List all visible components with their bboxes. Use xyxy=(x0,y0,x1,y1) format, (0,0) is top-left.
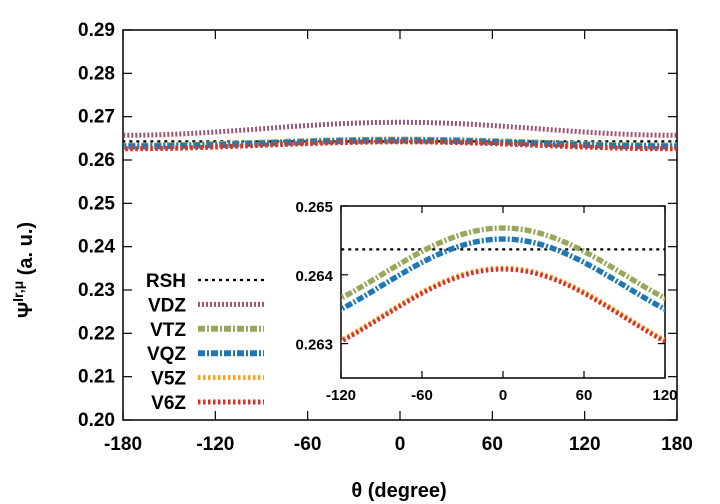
main-y-tick-label: 0.24 xyxy=(78,237,115,258)
main-y-tick-label: 0.23 xyxy=(78,280,115,301)
main-x-tick-label: 120 xyxy=(569,434,601,455)
legend: RSH VDZ VTZ VQZ V5Z V6Z xyxy=(146,271,264,414)
main-y-tick-label: 0.25 xyxy=(78,193,115,214)
inset-series-vtz xyxy=(341,225,665,302)
legend-label-vtz: VTZ xyxy=(150,320,186,341)
main-y-tick-label: 0.22 xyxy=(78,323,115,344)
legend-label-v5z: V5Z xyxy=(151,369,186,390)
y-axis-label-symbol: Ψ xyxy=(15,302,37,318)
legend-label-vqz: VQZ xyxy=(147,344,186,365)
inset-x-tick-label: 60 xyxy=(576,387,593,404)
inset-series-v6z xyxy=(341,267,665,345)
main-x-tick-label: 180 xyxy=(661,434,693,455)
main-series-vdz xyxy=(123,119,677,138)
main-x-tick-label: 0 xyxy=(395,434,406,455)
x-axis-label: θ (degree) xyxy=(351,480,446,502)
inset-y-tick-label: 0.265 xyxy=(295,199,333,216)
main-series-group xyxy=(123,119,677,152)
main-x-tick-label: -120 xyxy=(196,434,234,455)
main-x-tick-label: -60 xyxy=(294,434,321,455)
inset-y-tick-label: 0.264 xyxy=(295,268,333,285)
y-axis-label-unit: (a. u.) xyxy=(15,222,37,281)
inset-frame xyxy=(340,205,666,379)
main-y-tick-label: 0.21 xyxy=(78,367,115,388)
y-axis-label: Ψlr,μ (a. u.) xyxy=(10,222,37,318)
inset-x-tick-label: 0 xyxy=(499,387,507,404)
legend-label-v6z: V6Z xyxy=(151,393,186,414)
main-y-tick-label: 0.20 xyxy=(78,410,115,431)
main-y-tick-label: 0.29 xyxy=(78,20,115,41)
inset-y-tick-label: 0.263 xyxy=(295,337,333,354)
main-x-tick-label: -180 xyxy=(104,434,142,455)
main-x-tick-label: 60 xyxy=(482,434,503,455)
main-series-vqz xyxy=(123,137,677,150)
legend-label-vdz: VDZ xyxy=(148,295,186,316)
inset-series-vqz xyxy=(341,236,665,313)
y-axis-label-superscript: lr,μ xyxy=(10,281,26,302)
legend-label-rsh: RSH xyxy=(146,271,186,292)
main-y-tick-label: 0.27 xyxy=(78,107,115,128)
main-y-tick-label: 0.26 xyxy=(78,150,115,171)
main-y-tick-label: 0.28 xyxy=(78,63,115,84)
inset-x-tick-label: -60 xyxy=(411,387,433,404)
inset-x-tick-label: -120 xyxy=(326,387,356,404)
inset-x-tick-label: 120 xyxy=(652,387,677,404)
inset-plot: -120 -60 0 60 120 0.263 0.264 0.265 xyxy=(295,199,677,404)
inset-series-group xyxy=(341,225,665,345)
